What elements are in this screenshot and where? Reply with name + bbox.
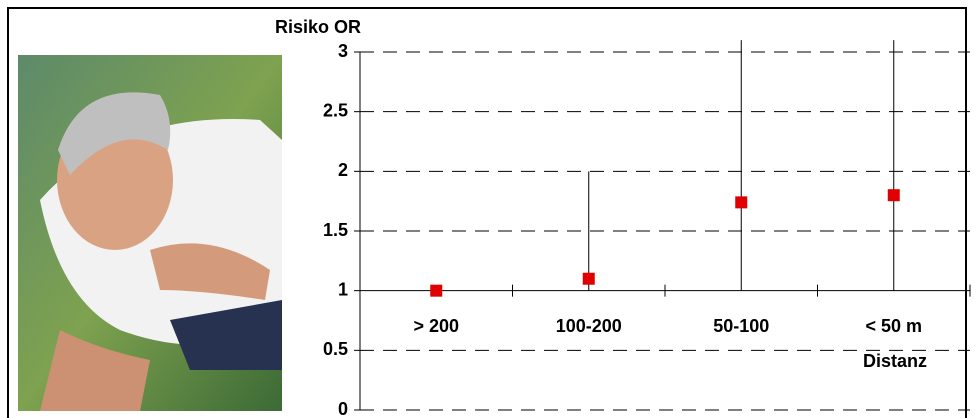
point [583, 273, 595, 285]
point [735, 196, 747, 208]
y-axis-label: Risiko OR [275, 17, 361, 37]
point [430, 285, 442, 297]
y-tick-label: 2.5 [323, 100, 348, 120]
point [888, 189, 900, 201]
x-tick-label: > 200 [413, 316, 459, 336]
y-tick-label: 1 [338, 279, 348, 299]
y-tick-label: 2 [338, 160, 348, 180]
photo [18, 55, 282, 411]
x-tick-label: 50-100 [713, 316, 769, 336]
y-tick-label: 0.5 [323, 339, 348, 359]
slide: Risiko OR Distanz 0 0.5 1 1.5 2 2.5 3 > 200 100-… [0, 0, 976, 418]
x-tick-label: 100-200 [556, 316, 622, 336]
y-tick-label: 3 [338, 41, 348, 61]
x-axis-label: Distanz [863, 351, 927, 371]
y-tick-label: 1.5 [323, 220, 348, 240]
x-tick-label: < 50 m [865, 316, 922, 336]
y-tick-label: 0 [338, 399, 348, 418]
